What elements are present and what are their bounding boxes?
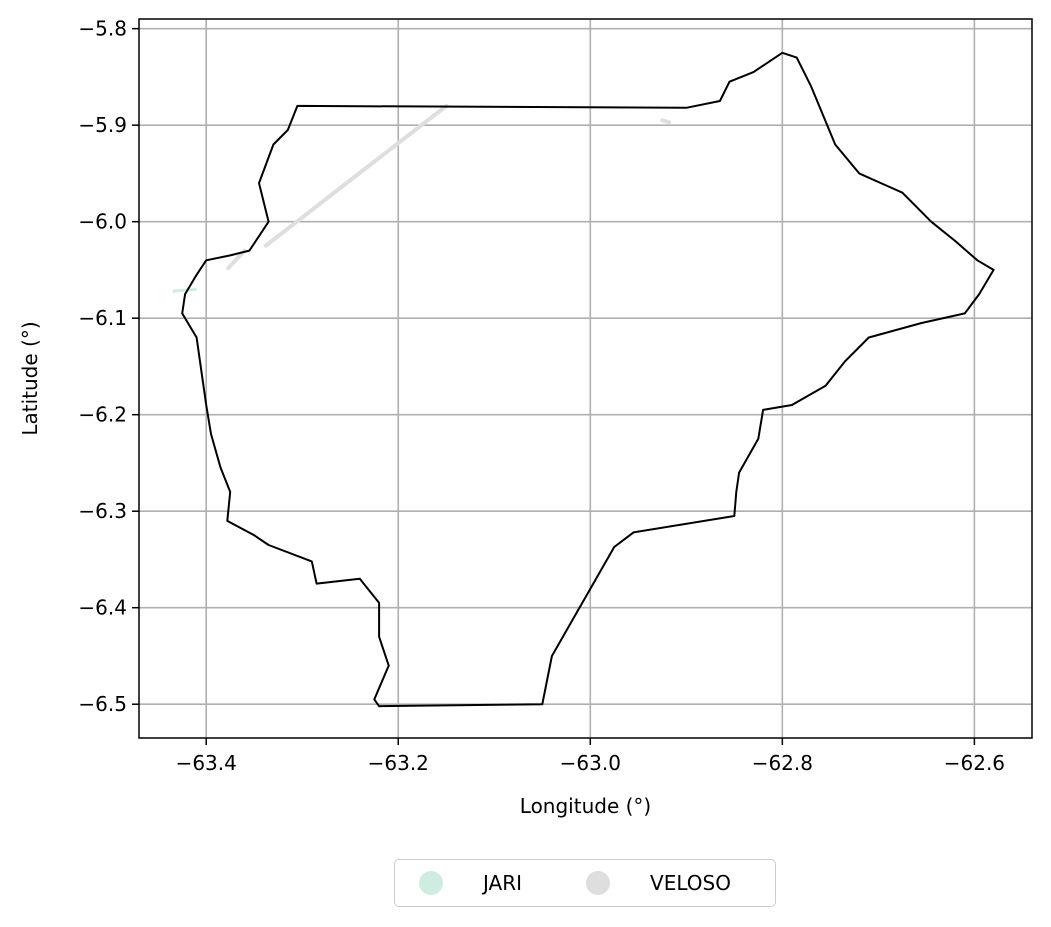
- y-tick-label: −5.9: [78, 113, 127, 137]
- x-tick-label: −62.6: [944, 751, 1005, 775]
- y-tick-label: −6.0: [78, 210, 127, 234]
- y-axis-label: Latitude (°): [18, 321, 42, 435]
- legend-label-veloso: VELOSO: [650, 871, 731, 895]
- y-tick-label: −6.2: [78, 403, 127, 427]
- axes-frame: [139, 19, 1032, 738]
- y-tick-label: −6.5: [78, 692, 127, 716]
- jari-road: [173, 289, 197, 291]
- veloso-road: [662, 120, 669, 122]
- gridlines: [139, 19, 1032, 738]
- legend-label-jari: JARI: [483, 871, 522, 895]
- x-tick-label: −63.2: [368, 751, 429, 775]
- legend: JARI VELOSO: [394, 859, 776, 907]
- x-tick-label: −63.0: [560, 751, 621, 775]
- x-tick-label: −63.4: [176, 751, 237, 775]
- legend-marker-veloso: [586, 871, 610, 895]
- y-tick-label: −6.3: [78, 499, 127, 523]
- x-tick-label: −62.8: [752, 751, 813, 775]
- legend-item-veloso: VELOSO: [586, 871, 731, 895]
- axis-ticks: −63.4 −63.2 −63.0 −62.8 −62.6 −5.8 −5.9 −6.0 −6.…: [78, 17, 1005, 775]
- legend-item-jari: JARI: [419, 871, 522, 895]
- legend-marker-jari: [419, 871, 443, 895]
- x-axis-label: Longitude (°): [520, 794, 651, 818]
- veloso-road: [266, 106, 447, 246]
- y-tick-label: −5.8: [78, 17, 127, 41]
- y-tick-label: −6.4: [78, 596, 127, 620]
- y-tick-label: −6.1: [78, 306, 127, 330]
